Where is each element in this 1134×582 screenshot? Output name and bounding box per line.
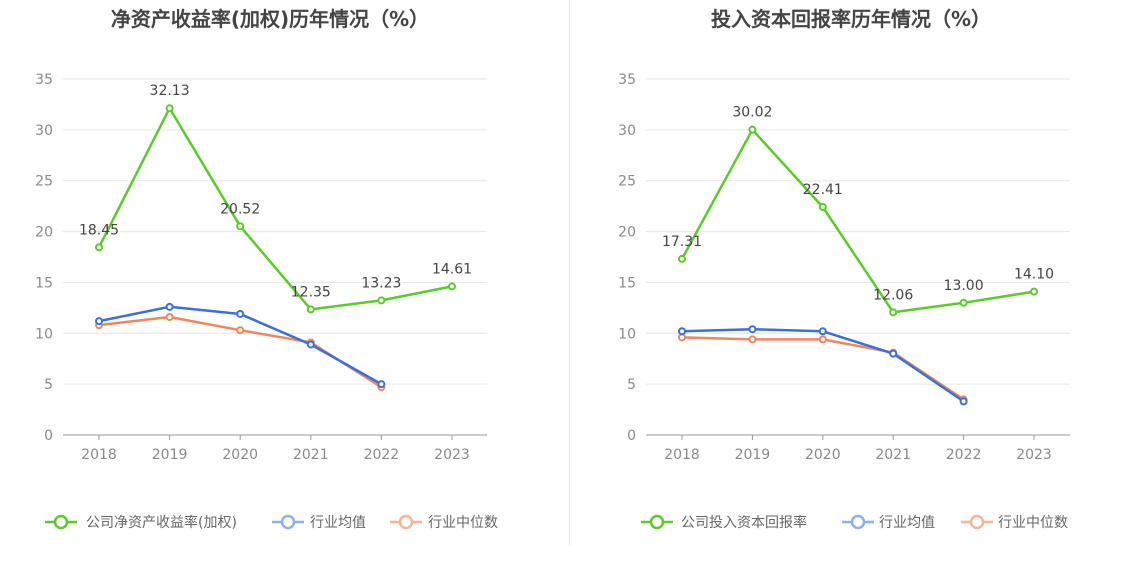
series-line bbox=[98, 305, 383, 386]
x-tick-label: 2019 bbox=[152, 447, 188, 463]
x-tick-label: 2021 bbox=[875, 447, 911, 463]
legend-item: 行业均值 bbox=[842, 514, 935, 531]
data-point bbox=[95, 317, 103, 326]
y-tick-label: 10 bbox=[618, 326, 636, 342]
legend-label: 公司净资产收益率(加权) bbox=[86, 514, 237, 531]
y-tick-label: 20 bbox=[618, 225, 636, 241]
data-label: 14.10 bbox=[1014, 267, 1054, 283]
data-point bbox=[959, 397, 968, 406]
legend-marker bbox=[850, 514, 866, 530]
legend-item: 公司投入资本回报率 bbox=[641, 514, 807, 531]
data-point bbox=[377, 380, 386, 389]
chart-divider bbox=[569, 0, 570, 545]
data-point bbox=[818, 335, 827, 344]
data-point bbox=[306, 305, 315, 314]
y-tick-label: 35 bbox=[618, 72, 636, 88]
data-label: 20.52 bbox=[220, 201, 260, 217]
y-tick-label: 25 bbox=[35, 174, 53, 190]
legend-marker bbox=[280, 514, 296, 530]
legend-label: 公司投入资本回报率 bbox=[681, 514, 807, 531]
data-label: 18.45 bbox=[79, 222, 119, 238]
legend-label: 行业均值 bbox=[310, 515, 366, 531]
x-tick-label: 2020 bbox=[805, 447, 841, 463]
x-tick-label: 2019 bbox=[735, 447, 771, 463]
x-tick-label: 2018 bbox=[81, 447, 117, 463]
data-label: 22.41 bbox=[803, 182, 843, 198]
data-label: 14.61 bbox=[432, 261, 472, 277]
data-point bbox=[165, 104, 174, 113]
data-point bbox=[889, 308, 898, 317]
legend-item: 行业均值 bbox=[272, 514, 366, 531]
chart-title: 投入资本回报率历年情况（%） bbox=[711, 7, 991, 31]
legend-marker bbox=[53, 514, 69, 530]
legend-marker bbox=[969, 514, 985, 530]
y-tick-label: 5 bbox=[44, 377, 53, 393]
data-point bbox=[678, 327, 686, 336]
series-line bbox=[680, 128, 1035, 314]
x-tick-label: 2022 bbox=[946, 447, 982, 463]
legend-label: 行业中位数 bbox=[998, 515, 1068, 531]
data-point bbox=[236, 326, 245, 335]
legend-item: 公司净资产收益率(加权) bbox=[45, 514, 237, 531]
data-point bbox=[165, 302, 174, 311]
y-tick-label: 5 bbox=[627, 377, 636, 393]
data-point bbox=[236, 222, 245, 231]
legend-label: 行业均值 bbox=[879, 515, 935, 531]
y-tick-label: 35 bbox=[35, 72, 53, 88]
y-tick-label: 10 bbox=[35, 326, 53, 342]
chart-1: 净资产收益率(加权)历年情况（%） 0 5 10 15 20 25 30 35 2018 2019 2… bbox=[35, 7, 498, 531]
chart-2: 投入资本回报率历年情况（%） 0 5 10 15 20 25 30 35 2018 2019 2020… bbox=[618, 7, 1070, 531]
data-point bbox=[748, 335, 757, 344]
data-point bbox=[448, 282, 456, 291]
data-label: 12.06 bbox=[873, 287, 913, 303]
data-point bbox=[748, 325, 757, 334]
data-point bbox=[678, 333, 686, 342]
data-point bbox=[818, 203, 827, 212]
series-line bbox=[681, 336, 965, 401]
data-label: 17.31 bbox=[662, 234, 702, 250]
data-point bbox=[818, 327, 827, 336]
data-point bbox=[889, 349, 898, 358]
data-point bbox=[959, 298, 968, 307]
x-tick-label: 2022 bbox=[364, 447, 400, 463]
data-label: 13.23 bbox=[361, 275, 401, 291]
x-tick-label: 2023 bbox=[1016, 447, 1052, 463]
data-point bbox=[1030, 287, 1038, 296]
data-point bbox=[748, 125, 757, 134]
legend-item: 行业中位数 bbox=[961, 514, 1068, 531]
y-tick-label: 0 bbox=[44, 428, 53, 444]
y-tick-label: 25 bbox=[618, 174, 636, 190]
y-tick-label: 30 bbox=[35, 123, 53, 139]
data-point bbox=[678, 254, 686, 263]
data-point bbox=[306, 340, 315, 349]
data-label: 12.35 bbox=[291, 284, 331, 300]
series-line bbox=[97, 106, 453, 311]
legend-label: 行业中位数 bbox=[428, 515, 498, 531]
legend-item: 行业中位数 bbox=[390, 514, 498, 531]
y-tick-label: 15 bbox=[618, 275, 636, 291]
data-point bbox=[95, 243, 103, 252]
data-label: 30.02 bbox=[732, 105, 772, 121]
x-tick-label: 2018 bbox=[664, 447, 700, 463]
data-label: 13.00 bbox=[944, 278, 984, 294]
x-tick-label: 2020 bbox=[222, 447, 258, 463]
data-label: 32.13 bbox=[150, 83, 190, 99]
y-tick-label: 30 bbox=[618, 123, 636, 139]
x-tick-label: 2021 bbox=[293, 447, 329, 463]
y-tick-label: 20 bbox=[35, 225, 53, 241]
data-point bbox=[165, 313, 174, 322]
legend-marker bbox=[649, 514, 665, 530]
chart-title: 净资产收益率(加权)历年情况（%） bbox=[111, 7, 429, 31]
data-point bbox=[236, 309, 245, 318]
y-tick-label: 0 bbox=[627, 428, 636, 444]
data-point bbox=[377, 296, 386, 305]
y-tick-label: 15 bbox=[35, 275, 53, 291]
legend-marker bbox=[398, 514, 414, 530]
x-tick-label: 2023 bbox=[434, 447, 470, 463]
